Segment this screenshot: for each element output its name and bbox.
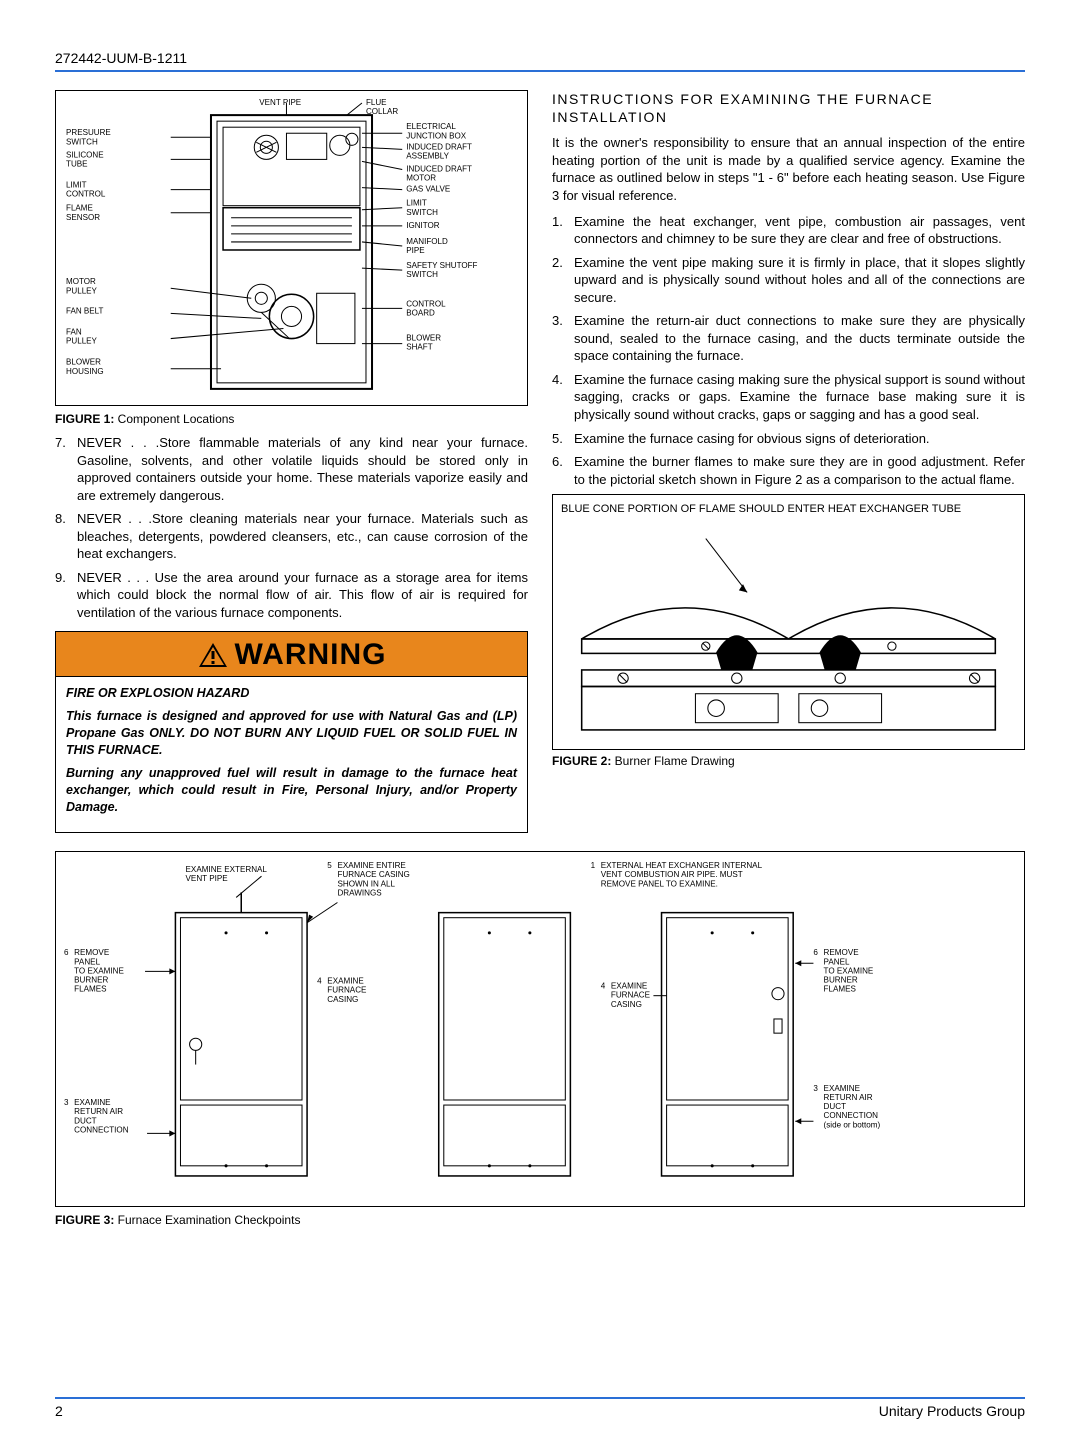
svg-text:ELECTRICALJUNCTION BOX: ELECTRICALJUNCTION BOX [406, 122, 467, 140]
svg-text:EXAMINE ENTIREFURNACE CASINGSH: EXAMINE ENTIREFURNACE CASINGSHOWN IN ALL… [337, 862, 409, 897]
svg-text:6: 6 [813, 948, 818, 957]
svg-text:IGNITOR: IGNITOR [406, 221, 440, 230]
figure-1-caption: FIGURE 1: Component Locations [55, 412, 528, 426]
svg-text:4: 4 [601, 981, 606, 990]
svg-text:EXAMINE EXTERNALVENT PIPE: EXAMINE EXTERNALVENT PIPE [186, 865, 268, 883]
warning-title: WARNING [235, 638, 387, 672]
list-number: 1. [552, 213, 574, 248]
svg-text:INDUCED DRAFTASSEMBLY: INDUCED DRAFTASSEMBLY [406, 142, 472, 160]
two-column-layout: PRESUURESWITCH SILICONETUBE LIMITCONTROL… [55, 90, 1025, 833]
list-text: NEVER . . .Store cleaning materials near… [77, 510, 528, 563]
warning-p2: Burning any unapproved fuel will result … [66, 765, 517, 816]
list-number: 9. [55, 569, 77, 622]
svg-text:6: 6 [64, 948, 69, 957]
svg-text:EXAMINEFURNACECASING: EXAMINEFURNACECASING [327, 976, 367, 1003]
list-text: Examine the furnace casing for obvious s… [574, 430, 1025, 448]
figure-3-caption: FIGURE 3: Furnace Examination Checkpoint… [55, 1213, 1025, 1227]
warning-subtitle: FIRE OR EXPLOSION HAZARD [66, 685, 517, 702]
list-text: NEVER . . . Use the area around your fur… [77, 569, 528, 622]
list-item: 8.NEVER . . .Store cleaning materials ne… [55, 510, 528, 563]
list-number: 4. [552, 371, 574, 424]
svg-text:FLAMESENSOR: FLAMESENSOR [66, 204, 100, 222]
warning-triangle-icon [197, 641, 229, 669]
right-section-title: INSTRUCTIONS FOR EXAMINING THE FURNACE I… [552, 90, 1025, 126]
svg-text:3: 3 [813, 1083, 818, 1092]
page-footer: 2 Unitary Products Group [55, 1397, 1025, 1419]
left-column: PRESUURESWITCH SILICONETUBE LIMITCONTROL… [55, 90, 528, 833]
svg-text:FLUECOLLAR: FLUECOLLAR [366, 98, 398, 116]
svg-text:VENT PIPE: VENT PIPE [259, 98, 302, 107]
list-item: 9.NEVER . . . Use the area around your f… [55, 569, 528, 622]
list-number: 5. [552, 430, 574, 448]
left-never-list: 7.NEVER . . .Store flammable materials o… [55, 434, 528, 621]
svg-text:FAN BELT: FAN BELT [66, 306, 103, 315]
svg-text:SILICONETUBE: SILICONETUBE [66, 150, 104, 168]
svg-text:EXAMINERETURN AIRDUCTCONNECTIO: EXAMINERETURN AIRDUCTCONNECTION(side or … [824, 1083, 881, 1128]
list-text: Examine the vent pipe making sure it is … [574, 254, 1025, 307]
warning-header: WARNING [56, 632, 527, 677]
list-number: 3. [552, 312, 574, 365]
list-text: Examine the burner flames to make sure t… [574, 453, 1025, 488]
warning-box: WARNING FIRE OR EXPLOSION HAZARD This fu… [55, 631, 528, 832]
figure-2-diagram [561, 520, 1016, 737]
list-item: 2.Examine the vent pipe making sure it i… [552, 254, 1025, 307]
svg-text:LIMITCONTROL: LIMITCONTROL [66, 181, 106, 199]
svg-text:5: 5 [327, 862, 332, 870]
list-text: Examine the return-air duct connections … [574, 312, 1025, 365]
list-item: 7.NEVER . . .Store flammable materials o… [55, 434, 528, 504]
svg-text:CONTROLBOARD: CONTROLBOARD [406, 299, 446, 317]
figure-2-note: BLUE CONE PORTION OF FLAME SHOULD ENTER … [561, 503, 1016, 516]
figure-3-diagram: 6 REMOVEPANELTO EXAMINEBURNERFLAMES 3 EX… [64, 862, 1016, 1196]
svg-text:REMOVEPANELTO EXAMINEBURNERFLA: REMOVEPANELTO EXAMINEBURNERFLAMES [74, 948, 124, 993]
list-item: 5.Examine the furnace casing for obvious… [552, 430, 1025, 448]
list-item: 4.Examine the furnace casing making sure… [552, 371, 1025, 424]
svg-text:REMOVEPANELTO EXAMINEBURNERFLA: REMOVEPANELTO EXAMINEBURNERFLAMES [824, 948, 874, 993]
list-text: NEVER . . .Store flammable materials of … [77, 434, 528, 504]
svg-text:GAS VALVE: GAS VALVE [406, 185, 451, 194]
figure-1-diagram: PRESUURESWITCH SILICONETUBE LIMITCONTROL… [60, 97, 523, 399]
svg-text:1: 1 [591, 862, 596, 870]
svg-text:FANPULLEY: FANPULLEY [66, 328, 97, 346]
svg-text:EXAMINEFURNACECASING: EXAMINEFURNACECASING [611, 981, 651, 1008]
svg-text:EXAMINERETURN AIRDUCTCONNECTIO: EXAMINERETURN AIRDUCTCONNECTION [74, 1098, 129, 1134]
svg-text:BLOWERSHAFT: BLOWERSHAFT [406, 334, 441, 352]
fig1-label: PRESUURESWITCH [66, 128, 111, 146]
figure-2-caption: FIGURE 2: Burner Flame Drawing [552, 754, 1025, 768]
svg-text:LIMITSWITCH: LIMITSWITCH [406, 199, 438, 217]
svg-text:BLOWERHOUSING: BLOWERHOUSING [66, 358, 104, 376]
list-text: Examine the furnace casing making sure t… [574, 371, 1025, 424]
warning-p1: This furnace is designed and approved fo… [66, 708, 517, 759]
list-number: 6. [552, 453, 574, 488]
svg-text:MOTORPULLEY: MOTORPULLEY [66, 277, 97, 295]
list-number: 7. [55, 434, 77, 504]
list-item: 6.Examine the burner flames to make sure… [552, 453, 1025, 488]
figure-3-box: 6 REMOVEPANELTO EXAMINEBURNERFLAMES 3 EX… [55, 851, 1025, 1207]
figure-3-wrap: 6 REMOVEPANELTO EXAMINEBURNERFLAMES 3 EX… [55, 851, 1025, 1227]
list-text: Examine the heat exchanger, vent pipe, c… [574, 213, 1025, 248]
document-id-header: 272442-UUM-B-1211 [55, 50, 1025, 72]
list-number: 2. [552, 254, 574, 307]
right-examine-list: 1.Examine the heat exchanger, vent pipe,… [552, 213, 1025, 489]
svg-text:SAFETY SHUTOFFSWITCH: SAFETY SHUTOFFSWITCH [406, 261, 477, 279]
svg-text:MANIFOLDPIPE: MANIFOLDPIPE [406, 237, 448, 255]
right-column: INSTRUCTIONS FOR EXAMINING THE FURNACE I… [552, 90, 1025, 833]
list-item: 3.Examine the return-air duct connection… [552, 312, 1025, 365]
footer-group: Unitary Products Group [879, 1403, 1025, 1419]
svg-text:3: 3 [64, 1098, 69, 1107]
svg-text:INDUCED DRAFTMOTOR: INDUCED DRAFTMOTOR [406, 164, 472, 182]
right-intro-paragraph: It is the owner's responsibility to ensu… [552, 134, 1025, 204]
warning-body: FIRE OR EXPLOSION HAZARD This furnace is… [56, 677, 527, 831]
svg-text:4: 4 [317, 976, 322, 985]
page-number: 2 [55, 1403, 63, 1419]
svg-text:EXTERNAL HEAT EXCHANGER INTERN: EXTERNAL HEAT EXCHANGER INTERNALVENT COM… [601, 862, 763, 888]
list-number: 8. [55, 510, 77, 563]
figure-2-box: BLUE CONE PORTION OF FLAME SHOULD ENTER … [552, 494, 1025, 749]
figure-1-box: PRESUURESWITCH SILICONETUBE LIMITCONTROL… [55, 90, 528, 406]
list-item: 1.Examine the heat exchanger, vent pipe,… [552, 213, 1025, 248]
